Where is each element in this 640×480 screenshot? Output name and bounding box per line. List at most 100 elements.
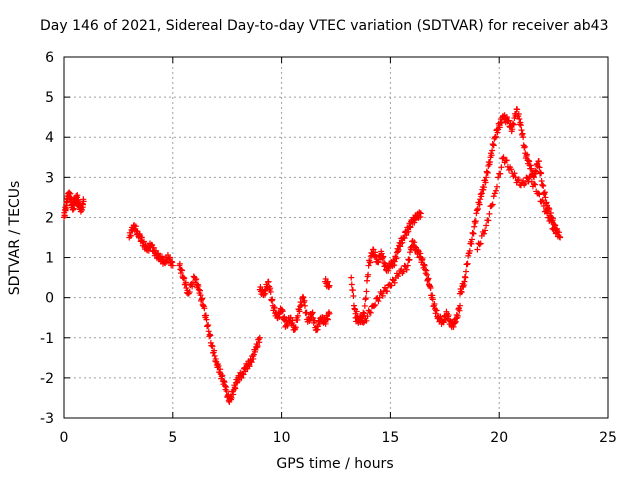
x-tick-label: 0 [60, 430, 69, 446]
data-point [167, 254, 174, 261]
data-point [248, 359, 255, 366]
data-point [140, 238, 147, 245]
data-point [240, 371, 247, 378]
data-point [540, 203, 547, 210]
data-point [199, 295, 206, 302]
data-point [429, 296, 436, 303]
data-point [181, 275, 188, 282]
data-point [189, 283, 196, 290]
data-point [499, 155, 506, 162]
data-point [491, 190, 498, 197]
data-point [445, 312, 452, 319]
data-point [440, 319, 447, 326]
data-point [363, 288, 370, 295]
x-tick-label: 20 [490, 430, 508, 446]
data-point [417, 210, 424, 217]
data-point [457, 302, 464, 309]
data-point [483, 222, 490, 229]
data-point [80, 198, 87, 205]
x-tick-label: 5 [168, 430, 177, 446]
data-point [433, 307, 440, 314]
data-point [427, 285, 434, 292]
data-point [463, 268, 470, 275]
data-point [367, 309, 374, 316]
data-point [521, 143, 528, 150]
data-point [366, 309, 373, 316]
series-arc-7 [457, 106, 564, 297]
data-point [490, 142, 497, 149]
data-point [367, 259, 374, 266]
data-point [326, 282, 333, 289]
data-point [471, 223, 478, 230]
data-point [326, 310, 333, 317]
data-point [380, 253, 387, 260]
data-point [489, 201, 496, 208]
x-tick-label: 25 [599, 430, 617, 446]
y-tick-label: -3 [40, 411, 54, 427]
data-point [538, 170, 545, 177]
chart-title: Day 146 of 2021, Sidereal Day-to-day VTE… [40, 18, 609, 34]
data-point [552, 230, 559, 237]
series-arc-6 [352, 238, 464, 331]
data-point [510, 121, 517, 128]
data-point [542, 207, 549, 214]
data-point [535, 158, 542, 165]
data-point [296, 308, 303, 315]
data-point [267, 288, 274, 295]
data-point [485, 217, 492, 224]
data-point [197, 292, 204, 299]
data-point [61, 212, 68, 219]
plot-frame [63, 56, 609, 419]
x-tick-label: 15 [381, 430, 399, 446]
data-point [389, 276, 396, 283]
data-point [462, 274, 469, 281]
data-point [179, 267, 186, 274]
data-point [494, 183, 501, 190]
data-point [497, 170, 504, 177]
data-point [372, 302, 379, 309]
data-point [512, 174, 519, 181]
y-tick-label: -2 [40, 371, 54, 387]
data-point [393, 255, 400, 262]
data-point [365, 271, 372, 278]
data-point [223, 388, 230, 395]
data-point [400, 268, 407, 275]
data-point [269, 296, 276, 303]
data-point [484, 169, 491, 176]
data-point [498, 164, 505, 171]
data-point [350, 292, 357, 299]
y-tick-label: 5 [45, 90, 54, 106]
data-point [182, 279, 189, 286]
data-point [284, 322, 291, 329]
data-point [480, 230, 487, 237]
data-point [419, 255, 426, 262]
data-point [215, 362, 222, 369]
data-point [482, 179, 489, 186]
y-axis-label: SDTVAR / TECUs [7, 180, 23, 296]
data-point [256, 334, 263, 341]
data-point [303, 309, 310, 316]
data-point [361, 310, 368, 317]
data-point [401, 235, 408, 242]
y-tick-label: 4 [45, 130, 54, 146]
data-point [324, 278, 331, 285]
data-point [355, 316, 362, 323]
data-point [219, 372, 226, 379]
data-point [526, 174, 533, 181]
data-point [508, 166, 515, 173]
data-point [470, 230, 477, 237]
data-point [279, 308, 286, 315]
data-point [362, 295, 369, 302]
data-point [536, 191, 543, 198]
data-point [396, 270, 403, 277]
data-point [186, 288, 193, 295]
data-point [480, 184, 487, 191]
data-point [232, 385, 239, 392]
data-point [201, 305, 208, 312]
data-point [294, 312, 301, 319]
y-tick-label: 6 [45, 50, 54, 66]
data-point [301, 302, 308, 309]
data-point [301, 297, 308, 304]
data-point [486, 210, 493, 217]
